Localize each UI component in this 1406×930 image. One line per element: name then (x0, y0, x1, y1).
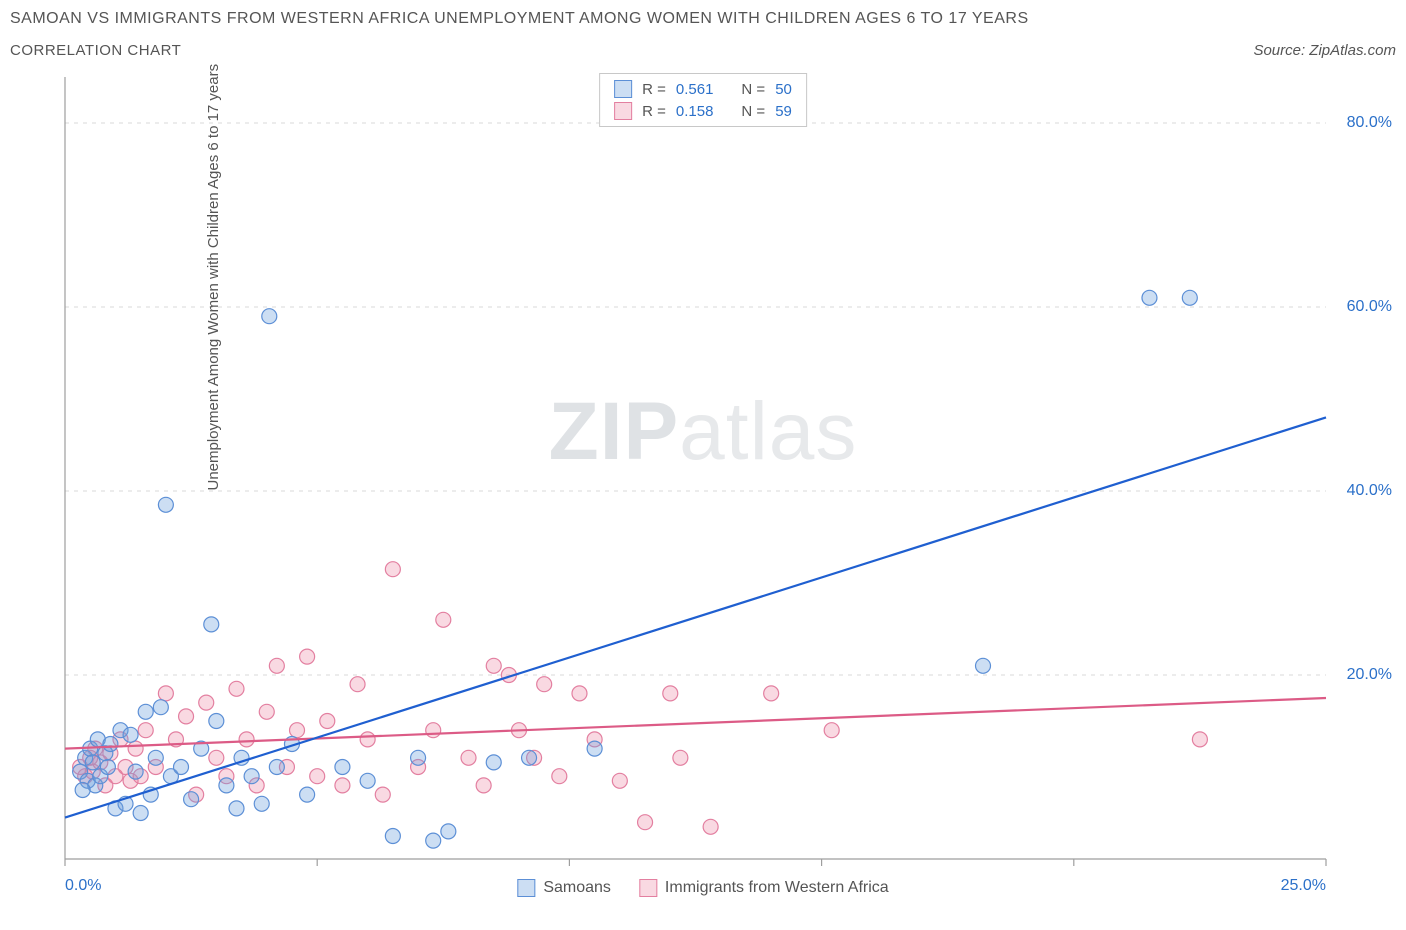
series-a-r-value: 0.561 (676, 81, 714, 98)
y-tick-label: 80.0% (1347, 114, 1392, 132)
n-label: N = (741, 81, 765, 98)
chart-area: Unemployment Among Women with Children A… (10, 67, 1396, 897)
r-label: R = (642, 103, 666, 120)
source-label: Source: ZipAtlas.com (1253, 42, 1396, 59)
series-b-r-value: 0.158 (676, 103, 714, 120)
correlation-legend: R = 0.561 N = 50 R = 0.158 N = 59 (599, 73, 807, 127)
legend-row-b: R = 0.158 N = 59 (610, 100, 796, 122)
x-tick-label: 0.0% (65, 877, 101, 895)
title-block: SAMOAN VS IMMIGRANTS FROM WESTERN AFRICA… (10, 10, 1029, 59)
legend-row-a: R = 0.561 N = 50 (610, 78, 796, 100)
series-b-name: Immigrants from Western Africa (665, 879, 889, 897)
series-a-swatch-icon (517, 879, 535, 897)
chart-header: SAMOAN VS IMMIGRANTS FROM WESTERN AFRICA… (10, 10, 1396, 59)
n-label: N = (741, 103, 765, 120)
r-label: R = (642, 81, 666, 98)
y-axis-label: Unemployment Among Women with Children A… (205, 64, 222, 491)
chart-title: SAMOAN VS IMMIGRANTS FROM WESTERN AFRICA… (10, 10, 1029, 28)
legend-item-a: Samoans (517, 879, 611, 897)
chart-subtitle: CORRELATION CHART (10, 42, 1029, 59)
series-legend: Samoans Immigrants from Western Africa (517, 879, 888, 897)
x-tick-label: 25.0% (1281, 877, 1326, 895)
series-b-n-value: 59 (775, 103, 792, 120)
series-a-n-value: 50 (775, 81, 792, 98)
y-tick-label: 40.0% (1347, 482, 1392, 500)
series-b-swatch-icon (614, 102, 632, 120)
series-a-swatch-icon (614, 80, 632, 98)
y-tick-label: 20.0% (1347, 666, 1392, 684)
legend-item-b: Immigrants from Western Africa (639, 879, 889, 897)
series-b-swatch-icon (639, 879, 657, 897)
y-tick-label: 60.0% (1347, 298, 1392, 316)
series-a-name: Samoans (543, 879, 611, 897)
